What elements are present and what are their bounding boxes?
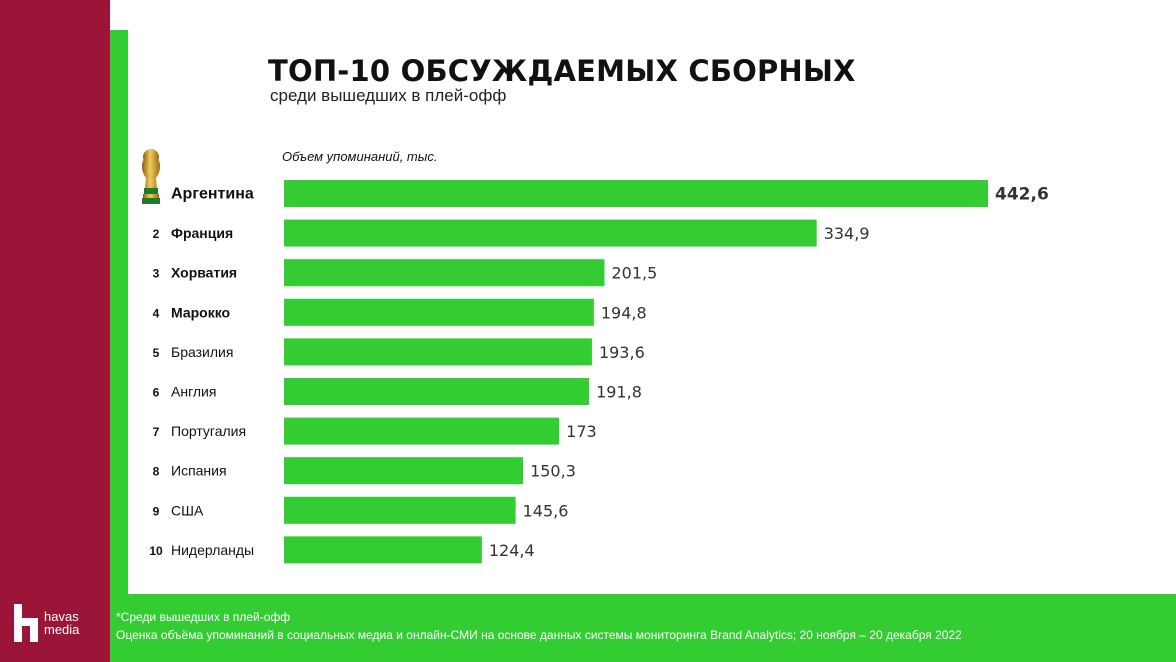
category-label-3: Хорватия <box>171 265 237 281</box>
chart-title: ТОП-10 ОБСУЖДАЕМЫХ СБОРНЫХ <box>268 54 856 88</box>
value-label-9: 145,6 <box>523 501 569 520</box>
bar-5 <box>284 338 592 366</box>
value-label-4: 194,8 <box>601 303 647 322</box>
logo-text: havas media <box>44 610 79 636</box>
havas-media-logo: havas media <box>14 604 106 644</box>
bar-6 <box>284 378 590 405</box>
value-label-7: 173 <box>566 422 597 441</box>
bar-1 <box>284 180 988 207</box>
category-label-5: Бразилия <box>171 344 233 360</box>
bar-9 <box>284 496 516 524</box>
category-label-9: США <box>171 502 204 518</box>
value-label-10: 124,4 <box>489 541 535 560</box>
footnote-line-1: *Среди вышедших в плей-офф <box>116 610 291 624</box>
content-panel <box>128 0 1176 594</box>
rank-label-4: 4 <box>153 306 160 320</box>
chart-subtitle: среди вышедших в плей-офф <box>270 86 507 105</box>
bar-chart: Аргентина 442,6 2 Франция 334,9 3 Хорватия 201,… <box>149 180 1049 564</box>
category-label-1: Аргентина <box>171 186 254 203</box>
world-cup-trophy-icon <box>142 149 160 204</box>
bar-8 <box>284 457 524 485</box>
rank-label-7: 7 <box>153 425 160 439</box>
brand-side-band <box>0 0 110 662</box>
bar-7 <box>284 417 560 445</box>
rank-label-9: 9 <box>153 504 160 518</box>
bar-2 <box>284 219 817 247</box>
value-label-3: 201,5 <box>612 264 658 283</box>
footnote-line-2: Оценка объёма упоминаний в социальных ме… <box>116 628 962 642</box>
axis-label: Объем упоминаний, тыс. <box>282 149 438 164</box>
value-label-6: 191,8 <box>596 383 642 402</box>
bar-3 <box>284 259 605 287</box>
category-label-10: Нидерланды <box>171 542 254 558</box>
category-label-4: Марокко <box>171 304 230 320</box>
rank-label-10: 10 <box>149 544 163 558</box>
logo-line-1: havas <box>44 609 79 624</box>
category-label-6: Англия <box>171 384 216 400</box>
havas-logo-icon <box>14 604 38 642</box>
bar-4 <box>284 298 594 326</box>
rank-label-8: 8 <box>153 465 160 479</box>
category-label-7: Португалия <box>171 423 246 439</box>
rank-label-5: 5 <box>153 346 160 360</box>
rank-label-3: 3 <box>153 267 160 281</box>
bar-10 <box>284 536 482 564</box>
rank-label-2: 2 <box>153 227 160 241</box>
value-label-5: 193,6 <box>599 343 645 362</box>
green-frame-left <box>110 30 128 662</box>
value-label-2: 334,9 <box>824 224 870 243</box>
category-label-8: Испания <box>171 463 227 479</box>
logo-line-2: media <box>44 622 80 637</box>
footnote: *Среди вышедших в плей-офф Оценка объёма… <box>116 608 962 644</box>
value-label-8: 150,3 <box>530 462 576 481</box>
rank-label-6: 6 <box>153 386 160 400</box>
value-label-1: 442,6 <box>995 185 1049 205</box>
category-label-2: Франция <box>171 225 233 241</box>
footer-band <box>110 594 1176 662</box>
